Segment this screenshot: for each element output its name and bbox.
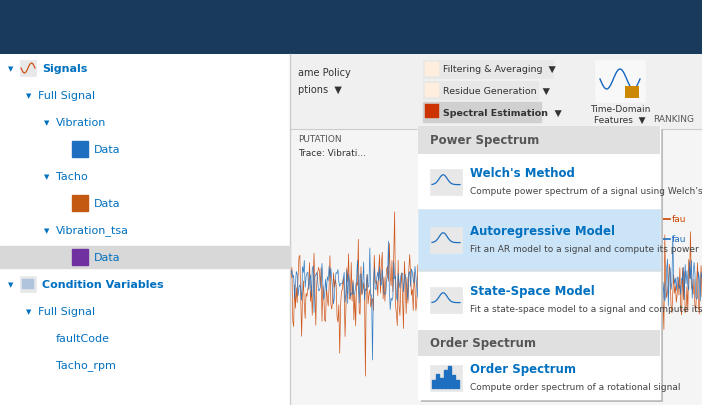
Bar bbox=[425, 63, 439, 77]
Text: Autoregressive Model: Autoregressive Model bbox=[470, 225, 615, 238]
Text: Tacho: Tacho bbox=[56, 172, 88, 181]
Bar bbox=[444, 370, 447, 388]
Text: Data: Data bbox=[94, 198, 121, 209]
Text: State-Space Model: State-Space Model bbox=[470, 285, 595, 298]
Bar bbox=[72, 196, 88, 211]
Bar bbox=[430, 287, 462, 313]
Text: ▼: ▼ bbox=[26, 308, 32, 314]
Text: Spectral Estimation  ▼: Spectral Estimation ▼ bbox=[443, 109, 562, 118]
Bar bbox=[425, 105, 439, 119]
Text: Full Signal: Full Signal bbox=[38, 306, 95, 316]
Text: Vibration_tsa: Vibration_tsa bbox=[56, 225, 129, 236]
Bar bbox=[20, 276, 36, 292]
Bar bbox=[430, 228, 462, 254]
Text: fau: fau bbox=[672, 235, 686, 244]
Bar bbox=[430, 170, 462, 196]
Text: ▼: ▼ bbox=[44, 228, 49, 233]
Bar bbox=[595, 61, 645, 103]
Bar bbox=[421, 130, 663, 402]
Bar bbox=[418, 127, 660, 155]
Bar bbox=[625, 87, 639, 99]
Text: PUTATION: PUTATION bbox=[298, 135, 342, 144]
Bar bbox=[22, 279, 34, 289]
Text: Welch's Method: Welch's Method bbox=[470, 167, 575, 180]
Text: Condition Variables: Condition Variables bbox=[42, 279, 164, 289]
Bar bbox=[20, 61, 36, 77]
Text: Filtering & Averaging  ▼: Filtering & Averaging ▼ bbox=[443, 65, 556, 74]
Bar bbox=[290, 55, 702, 130]
Text: Fit a state-space model to a signal and compute its power spectrum: Fit a state-space model to a signal and … bbox=[470, 305, 702, 314]
Bar bbox=[418, 127, 660, 399]
Text: RANKING: RANKING bbox=[653, 115, 694, 124]
Text: Order Spectrum: Order Spectrum bbox=[470, 362, 576, 375]
Bar bbox=[72, 142, 88, 158]
Text: Time-Domain: Time-Domain bbox=[590, 105, 650, 114]
Text: ▼: ▼ bbox=[44, 120, 49, 126]
Text: faultCode: faultCode bbox=[56, 333, 110, 343]
Bar bbox=[419, 211, 659, 270]
Bar bbox=[432, 379, 435, 388]
Bar bbox=[425, 84, 439, 98]
Bar bbox=[418, 330, 660, 356]
Text: ▼: ▼ bbox=[8, 66, 13, 72]
Bar bbox=[436, 373, 439, 388]
Text: fau: fau bbox=[672, 215, 686, 224]
Text: Features  ▼: Features ▼ bbox=[595, 115, 646, 124]
Bar bbox=[448, 366, 451, 388]
Bar bbox=[423, 82, 538, 100]
Text: ▼: ▼ bbox=[8, 281, 13, 287]
Text: ame Policy: ame Policy bbox=[298, 68, 351, 78]
Bar bbox=[0, 55, 290, 405]
Bar bbox=[72, 249, 88, 265]
Bar bbox=[440, 377, 443, 388]
Text: ▼: ▼ bbox=[44, 174, 49, 179]
Bar bbox=[430, 364, 462, 390]
Text: ▼: ▼ bbox=[26, 93, 32, 99]
Text: Compute power spectrum of a signal using Welch’s method: Compute power spectrum of a signal using… bbox=[470, 187, 702, 196]
Text: Order Spectrum: Order Spectrum bbox=[430, 337, 536, 350]
Bar bbox=[423, 103, 541, 123]
Text: Compute order spectrum of a rotational signal: Compute order spectrum of a rotational s… bbox=[470, 382, 680, 391]
Text: Residue Generation  ▼: Residue Generation ▼ bbox=[443, 86, 550, 95]
Text: ptions  ▼: ptions ▼ bbox=[298, 85, 342, 95]
Bar bbox=[0, 246, 290, 269]
Text: Data: Data bbox=[94, 252, 121, 262]
Text: Trace: Vibrati...: Trace: Vibrati... bbox=[298, 149, 366, 158]
Bar bbox=[452, 375, 455, 388]
Text: Signals: Signals bbox=[42, 64, 87, 74]
Bar bbox=[0, 0, 702, 55]
Text: Data: Data bbox=[94, 145, 121, 155]
Text: Power Spectrum: Power Spectrum bbox=[430, 134, 539, 147]
Text: Vibration: Vibration bbox=[56, 118, 107, 128]
Bar bbox=[423, 61, 553, 79]
Text: Full Signal: Full Signal bbox=[38, 91, 95, 101]
Bar bbox=[456, 379, 459, 388]
Text: Tacho_rpm: Tacho_rpm bbox=[56, 360, 116, 371]
Text: Fit an AR model to a signal and compute its power spectrum: Fit an AR model to a signal and compute … bbox=[470, 245, 702, 254]
